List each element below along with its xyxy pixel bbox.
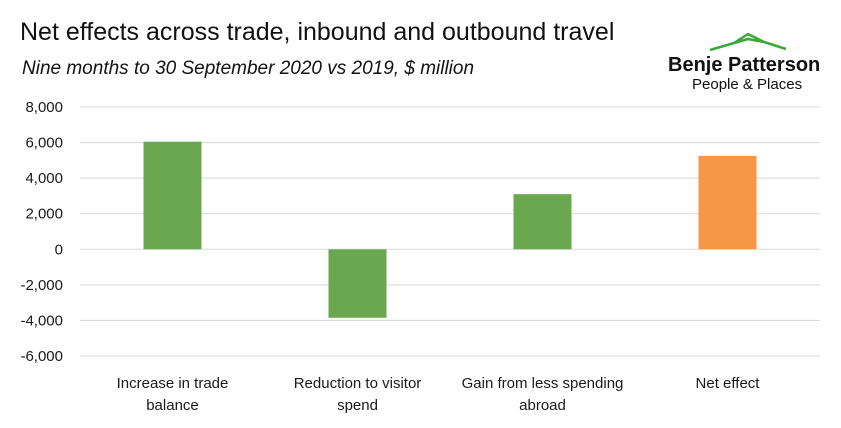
y-tick-label: 4,000	[25, 170, 63, 187]
x-category-label: Net effect	[696, 375, 761, 392]
bar	[698, 155, 757, 250]
x-category-label-line: balance	[146, 397, 199, 414]
bar	[513, 194, 572, 250]
x-category-label-line: Reduction to visitor	[294, 375, 422, 392]
bar	[328, 249, 387, 318]
mountain-outline-icon	[709, 32, 787, 52]
brand-logo-block: Benje Patterson People & Places	[660, 30, 835, 100]
brand-tagline: People & Places	[692, 76, 803, 93]
x-axis-categories: Increase in trade balance Reduction to vis…	[117, 375, 761, 414]
x-category-label-line: Gain from less spending	[462, 375, 624, 392]
gridlines	[80, 106, 820, 357]
x-category-label: Increase in trade balance	[117, 375, 229, 414]
y-tick-label: 6,000	[25, 135, 63, 152]
x-category-label-line: abroad	[519, 397, 566, 414]
brand-name: Benje Patterson	[668, 54, 821, 76]
x-category-label: Reduction to visitor spend	[294, 375, 422, 414]
y-tick-label: 2,000	[25, 206, 63, 223]
y-tick-label: 8,000	[25, 99, 63, 116]
bar	[143, 141, 202, 250]
y-tick-label: -4,000	[20, 312, 63, 329]
chart-subtitle: Nine months to 30 September 2020 vs 2019…	[22, 58, 475, 79]
y-axis-ticks: 8,000 6,000 4,000 2,000 0 -2,000 -4,000 -6,000	[20, 99, 63, 365]
bars	[143, 141, 757, 318]
x-category-label-line: Net effect	[696, 375, 761, 392]
y-tick-label: -2,000	[20, 277, 63, 294]
x-category-label-line: Increase in trade	[117, 375, 229, 392]
y-tick-label: 0	[55, 241, 63, 258]
y-tick-label: -6,000	[20, 348, 63, 365]
chart-title: Net effects across trade, inbound and ou…	[20, 18, 615, 46]
x-category-label: Gain from less spending abroad	[462, 375, 624, 414]
x-category-label-line: spend	[337, 397, 378, 414]
